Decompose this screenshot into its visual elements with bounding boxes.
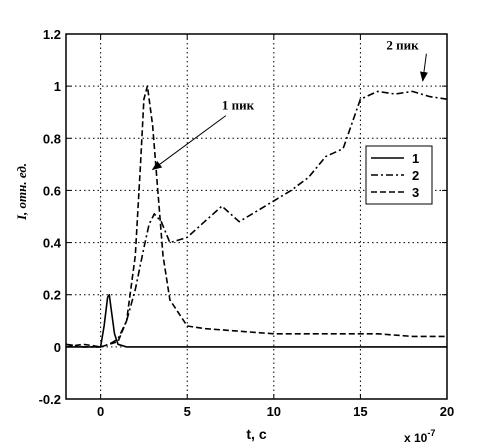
- x-multiplier-exponent: -7: [427, 428, 435, 438]
- series-line-2: [65, 90, 448, 348]
- y-tick-label: -0.2: [39, 392, 61, 407]
- x-tick-label: 20: [440, 404, 454, 419]
- annotation-peak-2: 2 пик: [386, 38, 419, 53]
- annotation-arrow-2: [419, 53, 428, 82]
- y-tick-label: 1: [54, 79, 61, 94]
- annotation-arrow-1: [151, 115, 227, 171]
- x-tick-label: 15: [353, 404, 367, 419]
- x-multiplier-base: x 10: [404, 431, 428, 445]
- series-line-1: [66, 293, 447, 348]
- y-tick-label: 0.8: [43, 131, 61, 146]
- labels: t, c I, отн. ед. x 10-7: [14, 163, 435, 445]
- y-tick-label: 1.2: [43, 27, 61, 42]
- x-tick-label: 5: [184, 404, 191, 419]
- x-multiplier: x 10-7: [404, 428, 435, 445]
- annotation-peak-1: 1 пик: [222, 98, 255, 113]
- legend: 1 2 3: [365, 145, 433, 205]
- y-tick-label: 0.6: [43, 183, 61, 198]
- y-axis-label: I, отн. ед.: [14, 163, 29, 221]
- ticks: 0 5 10 15 20 -0.2 0 0.2 0.4 0.6 0.8 1 1.2: [39, 27, 455, 419]
- x-tick-label: 0: [97, 404, 104, 419]
- series-line-3: [65, 85, 447, 348]
- x-tick-label: 10: [267, 404, 281, 419]
- legend-label-3: 3: [412, 185, 419, 200]
- legend-label-2: 2: [412, 168, 419, 183]
- y-tick-label: 0: [54, 340, 61, 355]
- annotations: 1 пик 2 пик: [151, 38, 428, 171]
- series-layer: [65, 85, 448, 348]
- y-tick-label: 0.2: [43, 288, 61, 303]
- y-tick-label: 0.4: [43, 236, 62, 251]
- x-axis-label: t, c: [246, 426, 266, 442]
- legend-label-1: 1: [412, 151, 419, 166]
- plot-frame: [65, 33, 448, 400]
- grid: [66, 34, 448, 399]
